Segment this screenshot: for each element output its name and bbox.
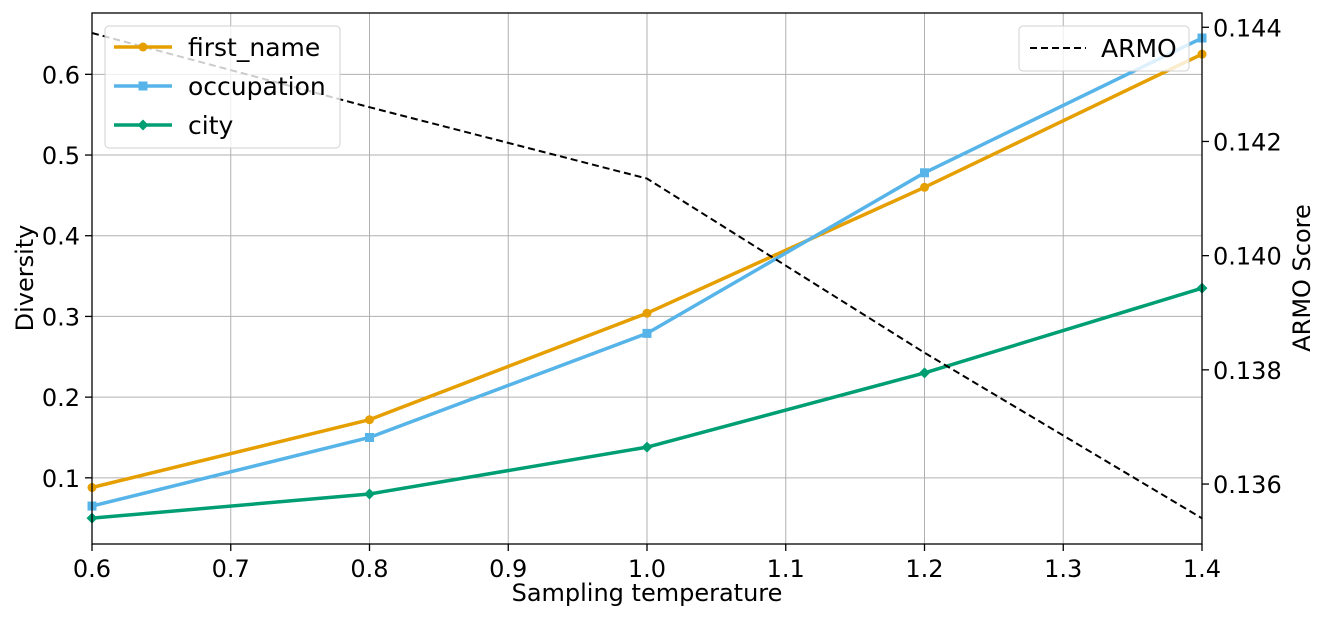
x-tick-label: 1.3 — [1044, 555, 1082, 583]
y2-tick-label: 0.140 — [1213, 243, 1282, 271]
legend-marker-city — [137, 119, 149, 131]
legend-right: ARMO — [1018, 25, 1190, 72]
y2-axis-title: ARMO Score — [1288, 204, 1316, 352]
grid-lines — [91, 13, 1203, 544]
legend-label-first_name: first_name — [188, 33, 320, 62]
x-tick-label: 0.8 — [350, 555, 388, 583]
x-tick-label: 0.6 — [73, 555, 111, 583]
series-city — [86, 282, 1208, 524]
data-point-city — [641, 441, 653, 453]
y2-tick-label: 0.136 — [1213, 471, 1282, 499]
x-tick-label: 1.1 — [767, 555, 805, 583]
x-tick-label: 0.9 — [489, 555, 527, 583]
y-axis-left: 0.1 0.2 0.3 0.4 0.5 0.6 — [42, 61, 92, 493]
data-point-city — [919, 367, 930, 379]
legend-marker-first_name — [138, 42, 148, 52]
legend-item-ARMO: ARMO — [1030, 34, 1177, 63]
x-tick-label: 1.0 — [628, 555, 666, 583]
data-point-occupation — [365, 432, 374, 442]
data-point-occupation — [642, 328, 652, 338]
x-axis-title: Sampling temperature — [512, 579, 783, 607]
y-tick-label: 0.6 — [42, 61, 80, 89]
legend-marker-occupation — [138, 81, 148, 91]
y-axis-right: 0.136 0.138 0.140 0.142 0.144 — [1202, 14, 1282, 499]
x-tick-label: 1.4 — [1183, 555, 1221, 583]
y2-tick-label: 0.142 — [1213, 128, 1282, 156]
legend-left: first_name occupation city — [104, 25, 341, 149]
legend-label-occupation: occupation — [188, 72, 326, 101]
y-tick-label: 0.4 — [42, 223, 80, 251]
legend-label-city: city — [188, 111, 233, 140]
data-point-city — [364, 488, 375, 500]
x-axis: 0.6 0.7 0.8 0.9 1.0 1.1 1.2 1.3 1.4 — [73, 544, 1221, 583]
data-point-first_name — [365, 415, 374, 425]
data-point-occupation — [920, 168, 929, 178]
y2-tick-label: 0.144 — [1213, 14, 1282, 42]
legend-item-city: city — [114, 111, 233, 140]
legend-right-box — [1018, 25, 1190, 72]
legend-item-occupation: occupation — [114, 72, 326, 101]
x-tick-label: 0.7 — [212, 555, 250, 583]
legend-label-ARMO: ARMO — [1101, 34, 1177, 63]
y-tick-label: 0.3 — [42, 303, 80, 331]
data-point-first_name — [920, 182, 929, 192]
legend-item-first_name: first_name — [114, 33, 320, 62]
y-tick-label: 0.2 — [42, 384, 80, 412]
data-point-first_name — [642, 308, 652, 318]
y-tick-label: 0.1 — [42, 465, 80, 493]
legend-left-box — [104, 25, 341, 149]
y-axis-title: Diversity — [11, 225, 39, 332]
y-tick-label: 0.5 — [42, 142, 80, 170]
x-tick-label: 1.2 — [905, 555, 943, 583]
y2-tick-label: 0.138 — [1213, 357, 1282, 385]
